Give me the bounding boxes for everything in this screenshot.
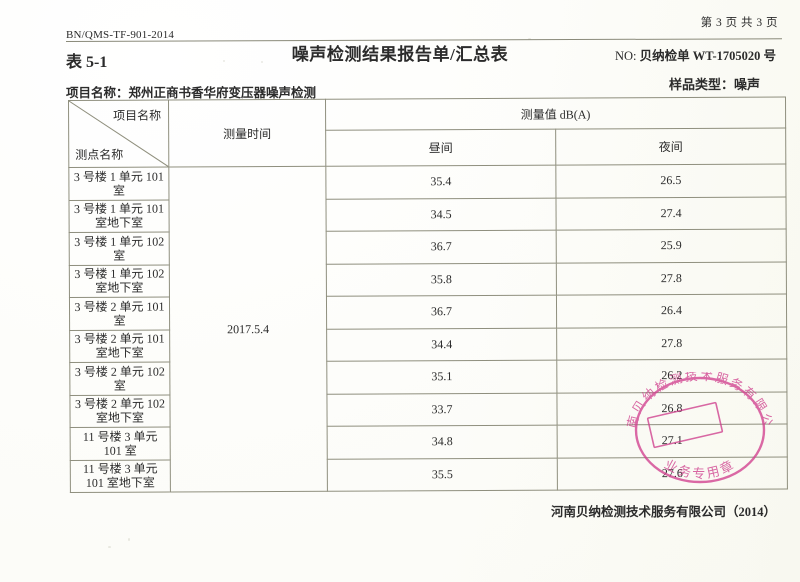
nighttime-value: 27.6 [557,456,788,491]
report-number-label: NO: [614,49,637,63]
table-number: 表 5-1 [66,54,108,71]
scan-speck [128,538,130,541]
project-name-value: 郑州正商书香华府变压器噪声检测 [128,86,317,100]
measure-point-name: 3 号楼 1 单元 101 室 [68,167,169,200]
noise-result-table: 项目名称 测点名称 测量时间 测量值 dB(A) 昼间 夜间 3 号楼 1 单元… [68,96,788,493]
header-corner-cell: 项目名称 测点名称 [68,100,169,168]
page-number: 第 3 页 共 3 页 [700,17,778,29]
daytime-value: 33.7 [326,392,558,427]
daytime-value: 34.8 [327,425,558,459]
header-daytime: 昼间 [325,129,556,167]
nighttime-value: 27.1 [557,423,788,458]
nighttime-value: 26.5 [555,163,786,198]
report-number-value: 贝纳检单 WT-1705020 号 [639,49,776,63]
header-measure-value: 测量值 dB(A) [325,96,786,131]
measure-time-value: 2017.5.4 [168,166,328,493]
table-body: 3 号楼 1 单元 101 室 2017.5.4 35.4 26.5 3 号楼 … [68,163,788,493]
project-name: 项目名称：郑州正商书香华府变压器噪声检测 [66,82,316,101]
report-number: NO: 贝纳检单 WT-1705020 号 [615,45,776,64]
header-project-label: 项目名称 [113,108,162,123]
nighttime-value: 26.8 [556,391,788,426]
measure-point-name: 3 号楼 1 单元 102 室 [69,232,170,265]
daytime-value: 35.4 [325,165,556,199]
document-code: BN/QMS-TF-901-2014 [66,29,175,41]
measure-point-name: 3 号楼 2 单元 101 室地下室 [69,329,170,363]
daytime-value: 34.5 [325,197,557,232]
nighttime-value: 27.8 [556,326,787,361]
measure-point-name: 3 号楼 1 单元 102 室地下室 [69,264,170,298]
header-nighttime: 夜间 [555,127,786,166]
footer-company: 河南贝纳检测技术服务有限公司（2014） [550,505,776,519]
measure-point-name: 3 号楼 2 单元 102 室 [69,362,170,395]
nighttime-value: 27.4 [555,196,787,231]
nighttime-value: 27.8 [556,261,787,296]
header-point-label: 测点名称 [75,147,124,162]
measure-point-name: 11 号楼 3 单元 101 室地下室 [70,459,171,493]
nighttime-value: 26.2 [556,358,787,393]
measure-point-name: 11 号楼 3 单元 101 室 [70,427,171,460]
measure-point-name: 3 号楼 2 单元 101 室 [69,297,170,330]
page-title: 噪声检测结果报告单/汇总表 [291,45,509,64]
nighttime-value: 26.4 [556,293,787,328]
scan-speck [261,61,263,63]
scan-speck [223,60,225,62]
header-measure-time: 测量时间 [168,99,326,168]
nighttime-value: 25.9 [556,228,787,263]
sample-type: 样品类型：噪声 [668,77,760,92]
diagonal-divider-icon [69,100,169,167]
scan-speck [108,546,111,548]
daytime-value: 36.7 [326,295,557,329]
daytime-value: 35.8 [326,262,557,297]
table-row: 3 号楼 1 单元 101 室 2017.5.4 35.4 26.5 [68,163,786,493]
table-header-row-1: 项目名称 测点名称 测量时间 测量值 dB(A) [68,96,786,168]
scan-speck [104,473,107,475]
daytime-value: 35.5 [327,457,558,492]
daytime-value: 34.4 [326,327,557,362]
measure-point-name: 3 号楼 1 单元 101 室地下室 [68,199,170,233]
daytime-value: 35.1 [326,360,557,394]
measure-point-name: 3 号楼 2 单元 102 室地下室 [69,394,171,428]
project-name-label: 项目名称： [66,86,129,100]
daytime-value: 36.7 [326,230,557,264]
